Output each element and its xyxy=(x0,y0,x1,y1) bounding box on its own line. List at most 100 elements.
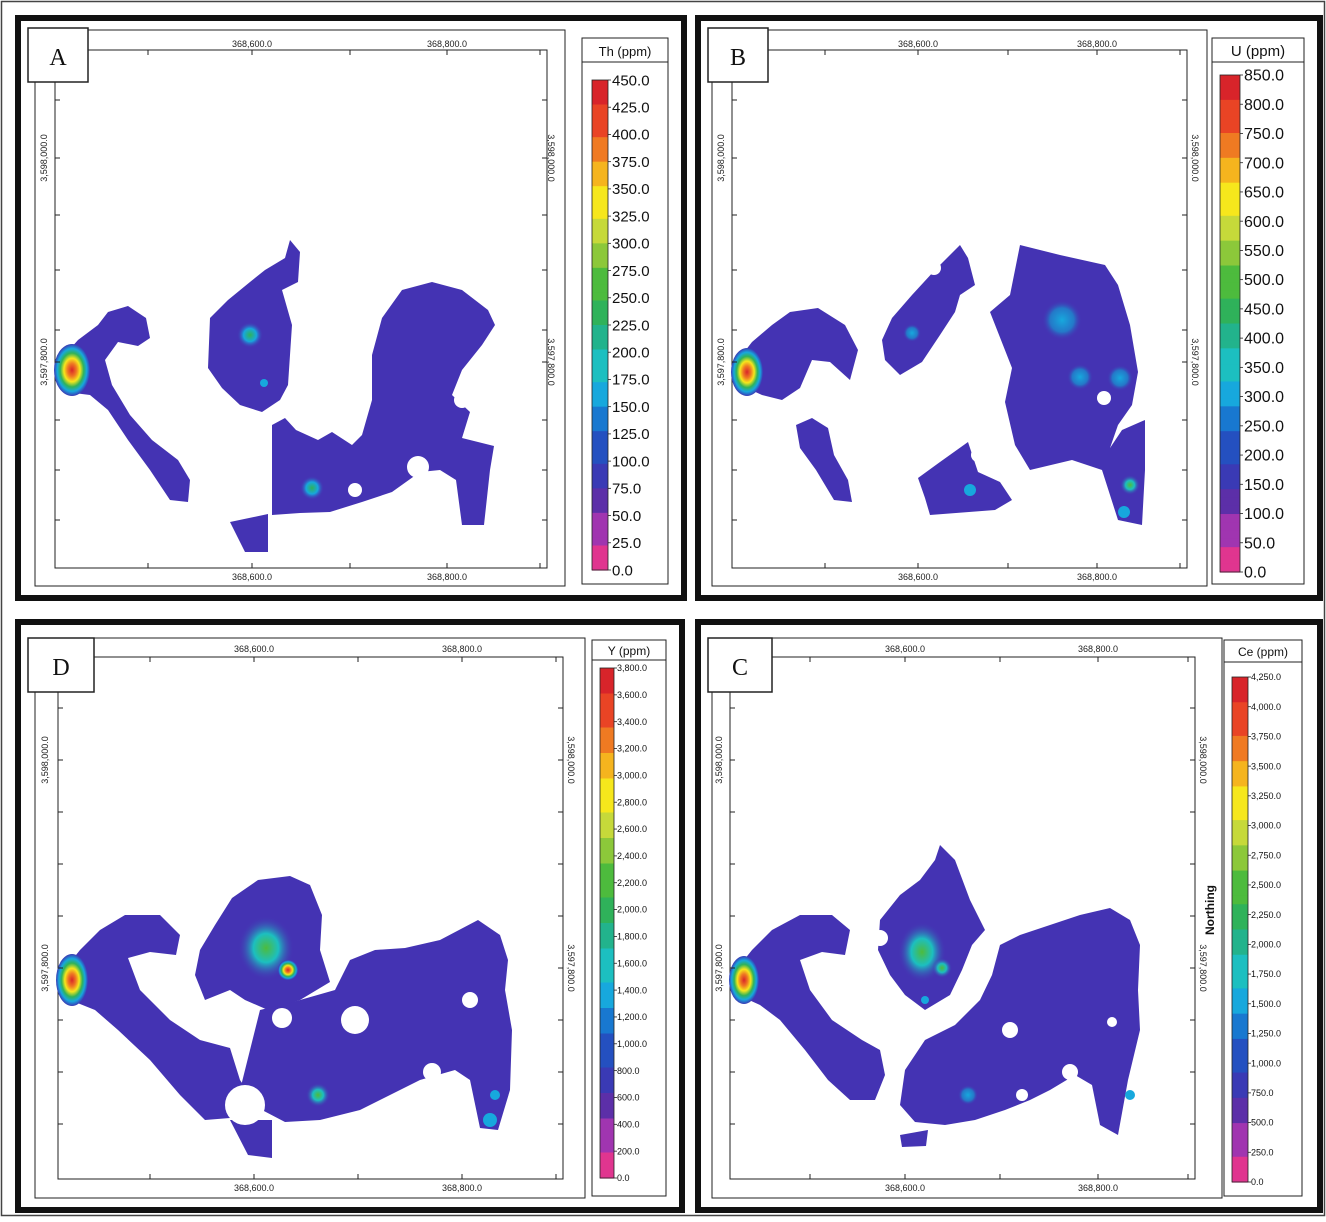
survey-anomaly-map xyxy=(56,876,512,1158)
legend-color-step xyxy=(592,218,608,228)
legend-color-step xyxy=(600,1127,614,1137)
legend-value: 3,750.0 xyxy=(1251,732,1281,742)
legend-color-step xyxy=(600,1169,614,1179)
legend-color-step xyxy=(1232,1030,1248,1040)
legend-color-step xyxy=(592,316,608,326)
northing-tick-right-1: 3,598,000.0 xyxy=(1190,134,1200,182)
axis-ticks xyxy=(730,657,1195,1179)
legend-color-step xyxy=(1220,207,1240,217)
legend-color-step xyxy=(592,292,608,302)
legend-color-step xyxy=(600,787,614,797)
legend-color-step xyxy=(592,349,608,359)
easting-tick-top-1: 368,600.0 xyxy=(885,644,925,654)
survey-area-central xyxy=(882,245,975,375)
legend-color-step xyxy=(1232,937,1248,947)
legend-color-step xyxy=(592,333,608,342)
anomaly xyxy=(964,484,976,496)
hotspot xyxy=(56,954,88,1006)
legend-value: 3,200.0 xyxy=(617,744,647,754)
legend-color-step xyxy=(600,1008,614,1018)
legend-color-step xyxy=(592,374,608,383)
legend-color-step xyxy=(592,284,608,293)
legend-value: 800.0 xyxy=(1244,97,1284,114)
legend-color-step xyxy=(600,991,614,1001)
legend-color-step xyxy=(1220,83,1240,93)
legend-color-step xyxy=(1232,677,1248,687)
legend-value: 2,000.0 xyxy=(617,905,647,915)
map-plot-border xyxy=(729,656,1196,1180)
legend-color-step xyxy=(600,804,614,814)
northing-tick-right-1: 3,598,000.0 xyxy=(1198,736,1208,784)
legend-color-step xyxy=(600,1033,614,1043)
legend-value: 2,200.0 xyxy=(617,878,647,888)
legend-value: 100.0 xyxy=(1244,506,1284,523)
survey-area-west xyxy=(736,915,885,1100)
legend-color-step xyxy=(592,251,608,261)
survey-area-west xyxy=(64,915,260,1120)
legend-color-step xyxy=(1220,406,1240,416)
legend-color-step xyxy=(1232,887,1248,897)
legend-color-step xyxy=(1232,735,1248,745)
panel-label: D xyxy=(52,655,69,681)
legend-color-step xyxy=(600,727,614,737)
legend-color-step xyxy=(1232,744,1248,754)
legend-color-step xyxy=(1232,912,1248,922)
legend-value: 0.0 xyxy=(617,1173,630,1183)
legend-color-step xyxy=(1232,971,1248,981)
legend-title: U (ppm) xyxy=(1231,43,1285,60)
legend-color-step xyxy=(1220,563,1240,573)
legend-value: 2,800.0 xyxy=(617,797,647,807)
legend-value: 250.0 xyxy=(612,290,650,307)
legend-color-step xyxy=(600,1016,614,1026)
legend-color-scale: 3,800.0 3,600.0 3,400.0 3,200.0 3,000.0 2,800… xyxy=(599,663,647,1183)
legend-color-step xyxy=(1232,1148,1248,1158)
northing-tick-left-2: 3,597,800.0 xyxy=(40,944,50,992)
legend-color-step xyxy=(1220,348,1240,358)
legend-color-step xyxy=(600,1110,614,1120)
legend-color-step xyxy=(1232,1123,1248,1133)
northing-axis-label: Northing xyxy=(1203,885,1217,935)
legend-color-step xyxy=(592,80,608,89)
legend-color-step xyxy=(600,838,614,848)
legend-color-step xyxy=(1232,1005,1248,1015)
legend-color-step xyxy=(600,795,614,805)
legend-color-step xyxy=(592,178,608,187)
legend-color-step xyxy=(600,1084,614,1094)
legend-color-step xyxy=(1220,439,1240,449)
legend-color-step xyxy=(600,914,614,924)
legend-color-step xyxy=(1220,331,1240,341)
survey-area-east xyxy=(272,282,495,525)
legend-color-step xyxy=(1232,980,1248,990)
anomaly xyxy=(903,324,921,342)
legend-color-step xyxy=(1220,514,1240,523)
gap xyxy=(407,456,429,478)
anomaly xyxy=(1118,506,1130,518)
legend-value: 750.0 xyxy=(1251,1088,1274,1098)
anomaly xyxy=(921,996,929,1004)
legend-value: 750.0 xyxy=(1244,126,1284,143)
legend-color-step xyxy=(600,872,614,882)
legend-color-step xyxy=(1220,555,1240,565)
legend-color-step xyxy=(1220,290,1240,300)
panel-frame xyxy=(15,619,685,1213)
legend-color-step xyxy=(592,145,608,155)
legend-value: 2,250.0 xyxy=(1251,910,1281,920)
legend-color-step xyxy=(1220,323,1240,333)
northing-tick-left-1: 3,598,000.0 xyxy=(40,736,50,784)
legend-color-step xyxy=(600,676,614,686)
legend-color-step xyxy=(592,88,608,97)
legend-color-step xyxy=(1220,99,1240,109)
legend-value: 650.0 xyxy=(1244,185,1284,202)
legend-color-step xyxy=(600,778,614,788)
legend-color-step xyxy=(592,341,608,351)
easting-tick-top-2: 368,800.0 xyxy=(1078,644,1118,654)
legend-color-step xyxy=(592,512,608,522)
northing-tick-right-2: 3,597,800.0 xyxy=(566,944,576,992)
legend-value: 3,250.0 xyxy=(1251,791,1281,801)
legend-color-step xyxy=(600,668,614,678)
map-plot-border xyxy=(54,49,548,569)
legend-color-step xyxy=(1220,132,1240,142)
map-area-border xyxy=(711,29,1208,587)
legend-color-step xyxy=(592,161,608,171)
easting-tick-bottom-1: 368,600.0 xyxy=(885,1183,925,1193)
